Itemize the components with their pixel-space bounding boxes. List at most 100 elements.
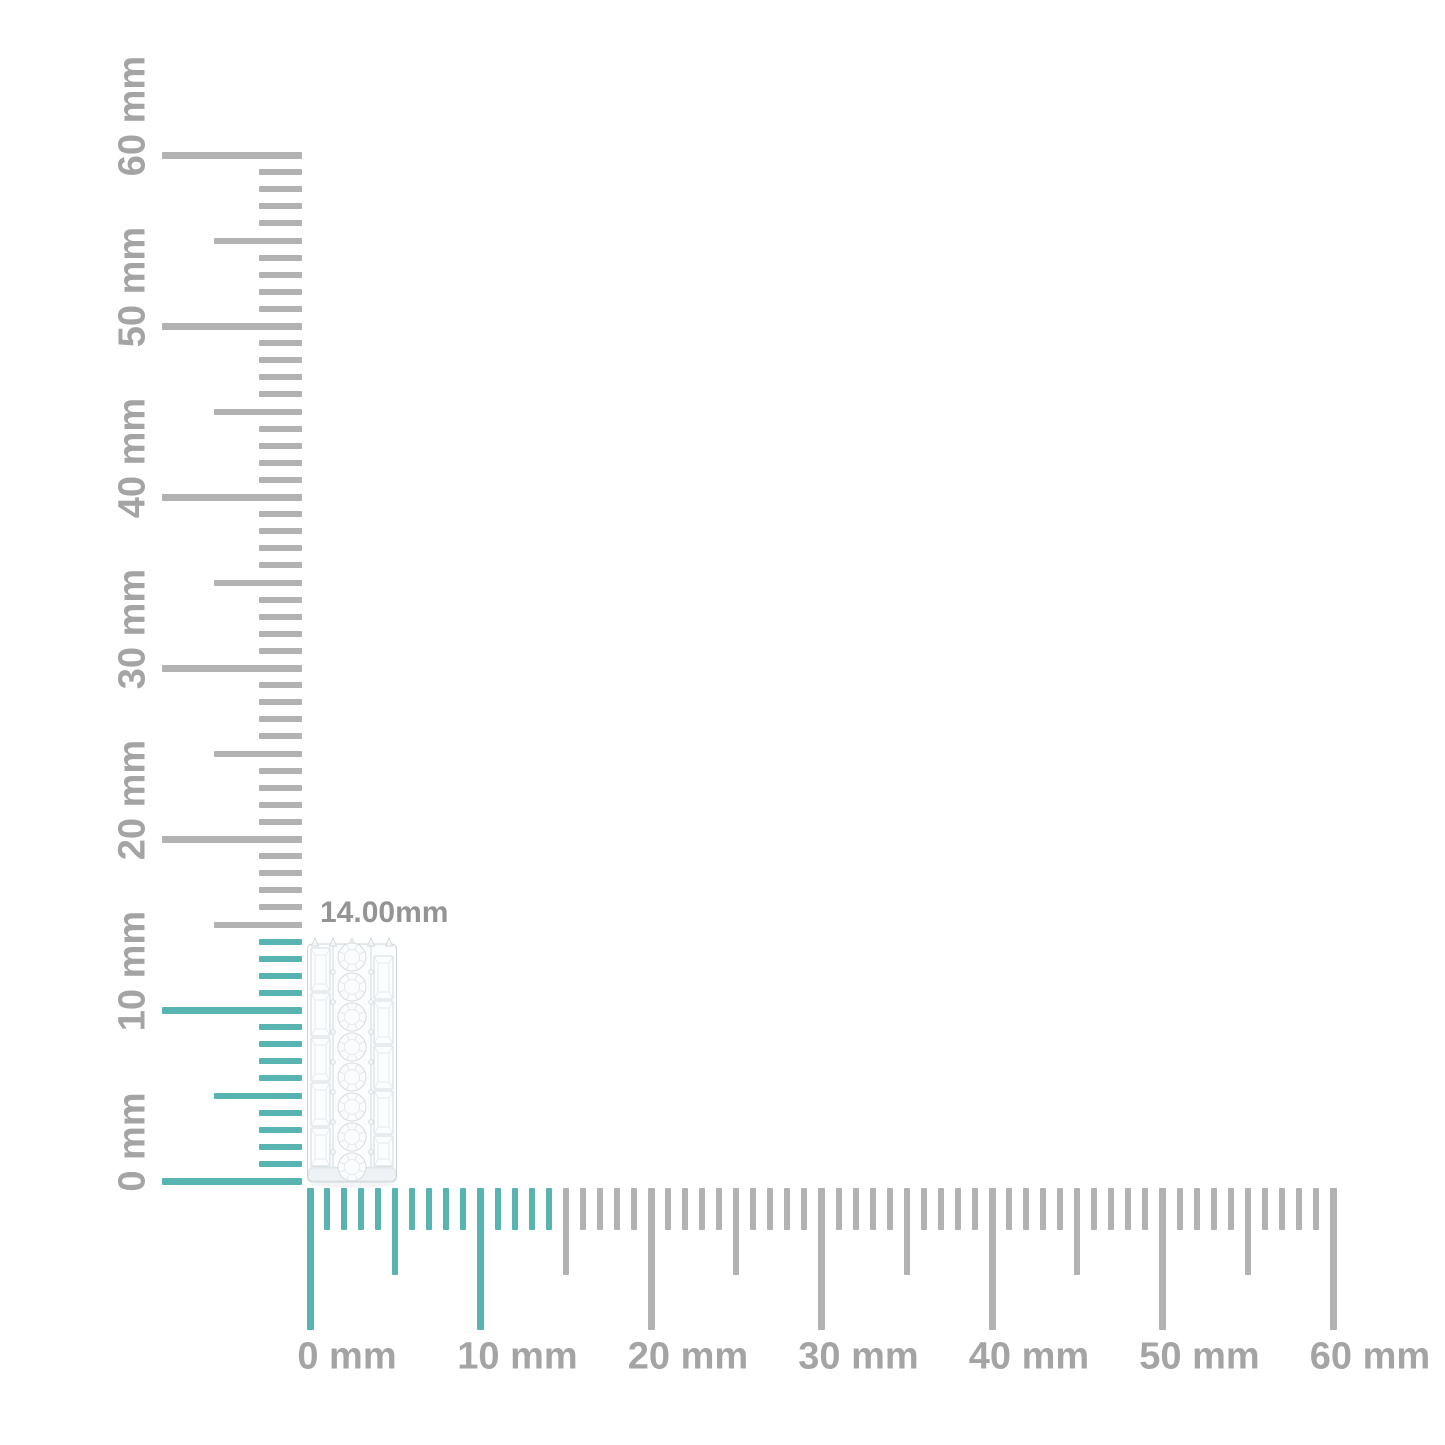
baguette-corner-facet (373, 1000, 379, 1009)
ruler-tick-59mm-minor (1312, 1188, 1319, 1230)
baguette-corner-facet (325, 1028, 331, 1037)
baguette-corner-facet (373, 1090, 379, 1099)
round-diamond-facet (339, 951, 346, 955)
ruler-tick-5mm-mid (392, 1188, 399, 1275)
ruler-tick-7mm-minor (426, 1188, 433, 1230)
ruler-tick-58mm-minor (1295, 1188, 1302, 1230)
ruler-tick-44mm-minor (259, 425, 302, 432)
horizontal-ruler-label-20mm: 20 mm (627, 1335, 749, 1378)
horizontal-ruler-label-40mm: 40 mm (968, 1335, 1090, 1378)
round-diamond (337, 942, 367, 972)
ruler-tick-48mm-minor (1125, 1188, 1132, 1230)
ruler-tick-34mm-minor (886, 1188, 893, 1230)
ruler-tick-59mm-minor (259, 169, 302, 176)
round-diamond-table (344, 1039, 360, 1055)
baguette-corner-facet (310, 992, 316, 1001)
baguette-corner-facet (373, 1045, 379, 1054)
ruler-tick-33mm-minor (259, 613, 302, 620)
ruler-tick-41mm-minor (1006, 1188, 1013, 1230)
ruler-tick-21mm-minor (665, 1188, 672, 1230)
baguette-corner-facet (388, 1000, 394, 1009)
bead-prong (330, 1029, 336, 1035)
product-photo-diamond-band (307, 936, 397, 1188)
ring-prong-tip (366, 936, 376, 947)
ruler-tick-19mm-minor (630, 1188, 637, 1230)
ruler-tick-26mm-minor (259, 733, 302, 740)
horizontal-ruler-label-10mm: 10 mm (457, 1335, 578, 1378)
baguette-corner-facet (325, 1037, 331, 1046)
round-diamond-facet (354, 963, 358, 970)
round-diamond-facet (358, 959, 365, 963)
ruler-tick-52mm-minor (1193, 1188, 1200, 1230)
round-diamond (337, 1062, 367, 1092)
round-diamond-facet (339, 1049, 346, 1053)
round-diamond-facet (354, 1034, 358, 1041)
ruler-tick-30mm-major (162, 664, 302, 672)
ruler-tick-10mm-major (477, 1188, 484, 1330)
ruler-tick-21mm-minor (259, 818, 302, 825)
round-diamond-facet (354, 1004, 358, 1011)
bead-prong (330, 1119, 336, 1125)
round-diamond-table (344, 949, 360, 965)
ruler-tick-51mm-minor (1176, 1188, 1183, 1230)
ruler-tick-34mm-minor (259, 596, 302, 603)
ruler-tick-47mm-minor (1108, 1188, 1115, 1230)
baguette-step-facet (377, 1007, 390, 1038)
round-diamond-facet (339, 1011, 346, 1015)
baguette-diamond (373, 1000, 394, 1045)
round-diamond-facet (339, 959, 346, 963)
ruler-tick-25mm-mid (214, 750, 302, 757)
ruler-tick-17mm-minor (596, 1188, 603, 1230)
round-diamond-facet (354, 1023, 358, 1030)
ruler-tick-12mm-minor (511, 1188, 518, 1230)
bead-prong (368, 1059, 374, 1065)
round-diamond-facet (354, 1083, 358, 1090)
ruler-tick-60mm-major (162, 151, 302, 159)
round-diamond (337, 1032, 367, 1062)
ruler-tick-48mm-minor (259, 357, 302, 364)
ruler-tick-26mm-minor (750, 1188, 757, 1230)
ruler-tick-53mm-minor (1210, 1188, 1217, 1230)
ruler-tick-41mm-minor (259, 476, 302, 483)
ruler-tick-22mm-minor (259, 801, 302, 808)
baguette-corner-facet (373, 1135, 379, 1144)
round-diamond-facet (354, 1173, 358, 1180)
ruler-tick-11mm-minor (494, 1188, 501, 1230)
round-diamond-facet (358, 1109, 365, 1113)
ruler-tick-50mm-major (1159, 1188, 1166, 1330)
ruler-tick-56mm-minor (1261, 1188, 1268, 1230)
ruler-tick-28mm-minor (259, 699, 302, 706)
round-diamond-table (344, 1099, 360, 1115)
round-diamond-facet (354, 1094, 358, 1101)
ruler-tick-53mm-minor (259, 271, 302, 278)
ruler-tick-4mm-minor (375, 1188, 382, 1230)
round-diamond-facet (358, 1071, 365, 1075)
ruler-tick-2mm-minor (259, 1143, 302, 1150)
ruler-tick-27mm-minor (767, 1188, 774, 1230)
ruler-tick-29mm-minor (259, 682, 302, 689)
baguette-diamond (310, 947, 331, 992)
baguette-corner-facet (325, 1127, 331, 1136)
baguette-corner-facet (325, 947, 331, 956)
ruler-tick-39mm-minor (259, 511, 302, 518)
ruler-tick-58mm-minor (259, 186, 302, 193)
round-diamond-facet (339, 1139, 346, 1143)
ruler-tick-0mm-major (162, 1177, 302, 1185)
baguette-corner-facet (388, 1158, 394, 1167)
ruler-tick-6mm-minor (259, 1075, 302, 1082)
round-diamond-table (344, 1069, 360, 1085)
round-diamond (337, 1002, 367, 1032)
ruler-tick-20mm-major (647, 1188, 655, 1330)
baguette-corner-facet (388, 1081, 394, 1090)
ruler-tick-51mm-minor (259, 305, 302, 312)
round-diamond-facet (354, 1124, 358, 1131)
ruler-tick-42mm-minor (1023, 1188, 1030, 1230)
round-diamond-facet (358, 1079, 365, 1083)
ruler-tick-6mm-minor (409, 1188, 416, 1230)
ruler-tick-7mm-minor (259, 1058, 302, 1065)
round-diamond-facet (354, 1113, 358, 1120)
round-diamond-facet (358, 1041, 365, 1045)
round-diamond-facet (339, 1161, 346, 1165)
round-diamond-facet (339, 1169, 346, 1173)
baguette-corner-facet (388, 955, 394, 964)
